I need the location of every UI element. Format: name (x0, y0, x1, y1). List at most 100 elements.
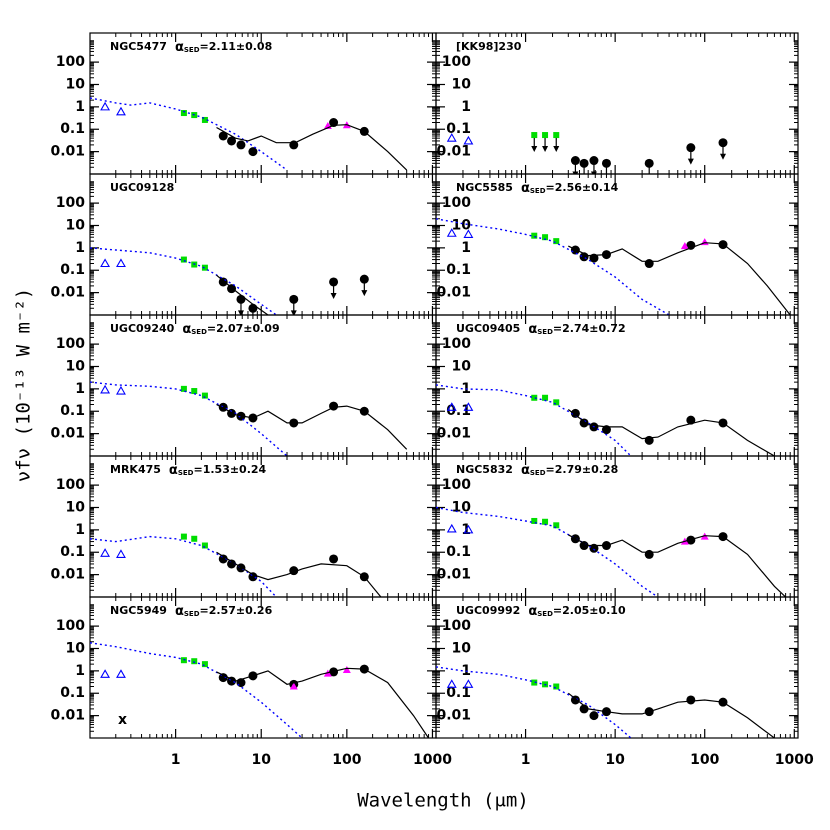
object-name: UGC09240 (110, 322, 175, 335)
photometry-point (201, 661, 208, 668)
y-tick-label: 1 (75, 663, 85, 679)
photometry-point (589, 156, 599, 166)
sed-model (567, 409, 775, 456)
y-tick-label: 10 (452, 76, 472, 92)
photometry-point (463, 135, 474, 145)
alpha-symbol: α (169, 463, 178, 478)
photometry-point (180, 110, 187, 117)
limit-arrow-head (687, 158, 694, 165)
photometry-point (644, 549, 654, 559)
alpha-subscript: SED (530, 469, 546, 477)
limit-arrow-head (330, 292, 337, 299)
y-tick-label: 100 (442, 477, 471, 493)
y-tick-label: 10 (66, 76, 86, 92)
panel: 0.01 0.1 1 10 100 MRK475 αSED=1.53±0.24 (50, 455, 437, 598)
y-tick-label: 0.01 (436, 426, 471, 442)
alpha-subscript: SED (178, 469, 194, 477)
y-tick-label: 100 (56, 477, 85, 493)
limit-arrow-head (646, 174, 652, 180)
panel-label: NGC5832 αSED=2.79±0.28 (456, 463, 618, 478)
photometry-point (329, 554, 339, 564)
photometry-point (446, 228, 457, 237)
photometry-point (289, 294, 299, 304)
y-tick-label: 10 (66, 640, 86, 656)
panel: 0.01 0.1 1 10 100 UGC09128 (50, 173, 437, 316)
photometry-point (201, 542, 208, 549)
photometry-point (686, 695, 696, 705)
photometry-point (116, 106, 126, 116)
y-tick-label: 0.01 (50, 567, 85, 583)
y-tick-label: 10 (452, 499, 472, 515)
y-tick-label: 0.01 (50, 285, 85, 301)
panel-label: UGC09128 (110, 181, 174, 194)
photometry-point (289, 682, 298, 690)
y-tick-label: 1 (461, 99, 471, 115)
stellar-model (436, 384, 632, 456)
limit-arrow-head (720, 153, 727, 160)
y-tick-label: 0.1 (60, 262, 85, 278)
photometry-point (446, 523, 457, 533)
y-tick-label: 0.1 (446, 262, 471, 278)
panel-label: UGC09405 αSED=2.74±0.72 (456, 322, 626, 337)
stellar-model (436, 666, 632, 738)
y-tick-label: 0.1 (446, 403, 471, 419)
plot-area (90, 533, 382, 597)
photometry-point (359, 274, 369, 284)
panel-label: MRK475 αSED=1.53±0.24 (110, 463, 267, 478)
photometry-point (463, 229, 474, 238)
photometry-point (201, 116, 208, 123)
photometry-point (446, 133, 457, 142)
alpha-subscript: SED (191, 328, 207, 336)
y-tick-label: 0.1 (60, 685, 85, 701)
photometry-point (116, 549, 126, 558)
sed-model (567, 692, 775, 738)
panel-label: [KK98]230 (456, 40, 522, 53)
photometry-point (116, 258, 126, 268)
panel-label: UGC09992 αSED=2.05±0.10 (456, 604, 626, 619)
alpha-symbol: α (528, 604, 537, 619)
y-tick-label: 100 (442, 54, 471, 70)
y-tick-label: 100 (56, 618, 85, 634)
photometry-point (570, 156, 580, 166)
photometry-point (531, 679, 538, 686)
photometry-point (718, 138, 728, 148)
photometry-point (191, 535, 198, 542)
photometry-point (686, 143, 696, 153)
photometry-point (227, 559, 237, 569)
photometry-point (446, 679, 457, 688)
limit-arrow-head (590, 171, 597, 174)
photometry-point (644, 158, 654, 168)
photometry-point (218, 131, 228, 141)
photometry-point (116, 669, 126, 678)
panel-frame (435, 596, 799, 739)
photometry-point (579, 704, 589, 714)
y-tick-label: 1 (75, 240, 85, 256)
stellar-model (90, 535, 277, 597)
y-tick-label: 0.01 (50, 426, 85, 442)
y-tick-label: 0.01 (50, 144, 85, 160)
photometry-point (542, 394, 549, 401)
limit-arrow-head (542, 146, 549, 153)
alpha-value: =2.74±0.72 (553, 322, 626, 335)
plot-area (90, 381, 408, 456)
alpha-value: =2.57±0.26 (200, 604, 273, 617)
panel: 0.01 0.1 1 10 100 1 10 100 1000 NGC5949 αSED=2.57±… (50, 596, 452, 768)
photometry-point (644, 259, 654, 269)
y-tick-label: 0.01 (436, 144, 471, 160)
alpha-value: =2.79±0.28 (546, 463, 619, 476)
panel-label: UGC09240 αSED=2.07±0.09 (110, 322, 280, 337)
plot-area (436, 666, 775, 738)
stellar-model (90, 247, 277, 315)
plot-area (90, 247, 369, 315)
y-tick-label: 0.01 (50, 708, 85, 724)
object-name: NGC5585 (456, 181, 513, 194)
photometry-point (248, 303, 258, 313)
plot-area (436, 506, 787, 597)
stellar-model (90, 381, 288, 456)
y-tick-label: 10 (66, 217, 86, 233)
y-tick-label: 10 (452, 358, 472, 374)
photometry-point (553, 132, 560, 139)
